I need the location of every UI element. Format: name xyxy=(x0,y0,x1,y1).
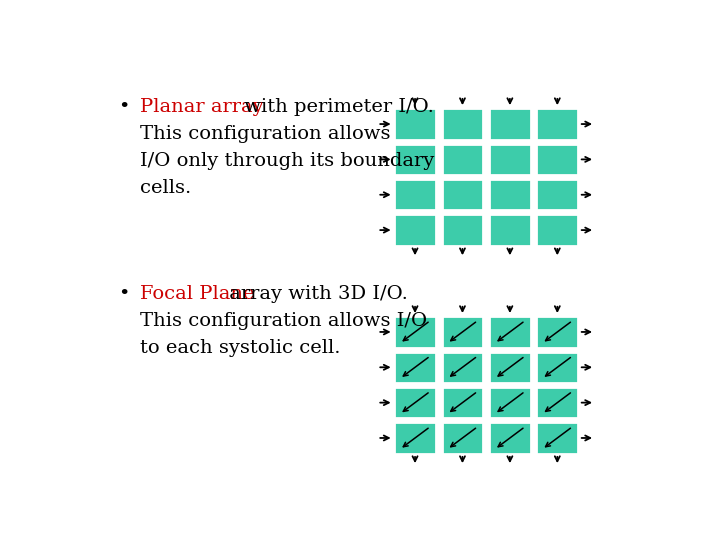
Bar xyxy=(394,144,436,175)
Text: I/O only through its boundary: I/O only through its boundary xyxy=(140,152,434,170)
Bar xyxy=(441,214,483,246)
Bar xyxy=(489,316,531,348)
Text: with perimeter I/O.: with perimeter I/O. xyxy=(238,98,433,116)
Bar xyxy=(441,387,483,418)
Bar xyxy=(489,387,531,418)
Bar xyxy=(394,214,436,246)
Bar xyxy=(536,179,578,211)
Bar xyxy=(489,352,531,383)
Bar xyxy=(394,422,436,454)
Bar xyxy=(394,352,436,383)
Bar xyxy=(441,179,483,211)
Text: to each systolic cell.: to each systolic cell. xyxy=(140,339,341,357)
Bar xyxy=(394,109,436,140)
Text: This configuration allows: This configuration allows xyxy=(140,125,391,143)
Bar xyxy=(536,316,578,348)
Bar xyxy=(489,214,531,246)
Bar xyxy=(536,387,578,418)
Bar xyxy=(394,387,436,418)
Text: array with 3D I/O.: array with 3D I/O. xyxy=(222,285,408,303)
Text: This configuration allows I/O: This configuration allows I/O xyxy=(140,312,428,330)
Bar xyxy=(536,352,578,383)
Bar xyxy=(489,144,531,175)
Bar xyxy=(536,109,578,140)
Bar xyxy=(489,422,531,454)
Bar xyxy=(441,422,483,454)
Text: •: • xyxy=(118,98,130,116)
Bar xyxy=(536,144,578,175)
Bar xyxy=(489,109,531,140)
Text: Planar array: Planar array xyxy=(140,98,264,116)
Text: •: • xyxy=(118,285,130,303)
Bar xyxy=(394,316,436,348)
Bar xyxy=(536,214,578,246)
Bar xyxy=(441,144,483,175)
Text: cells.: cells. xyxy=(140,179,192,197)
Bar xyxy=(441,109,483,140)
Bar xyxy=(441,316,483,348)
Bar xyxy=(489,179,531,211)
Bar xyxy=(441,352,483,383)
Bar xyxy=(536,422,578,454)
Bar xyxy=(394,179,436,211)
Text: Focal Plane: Focal Plane xyxy=(140,285,255,303)
